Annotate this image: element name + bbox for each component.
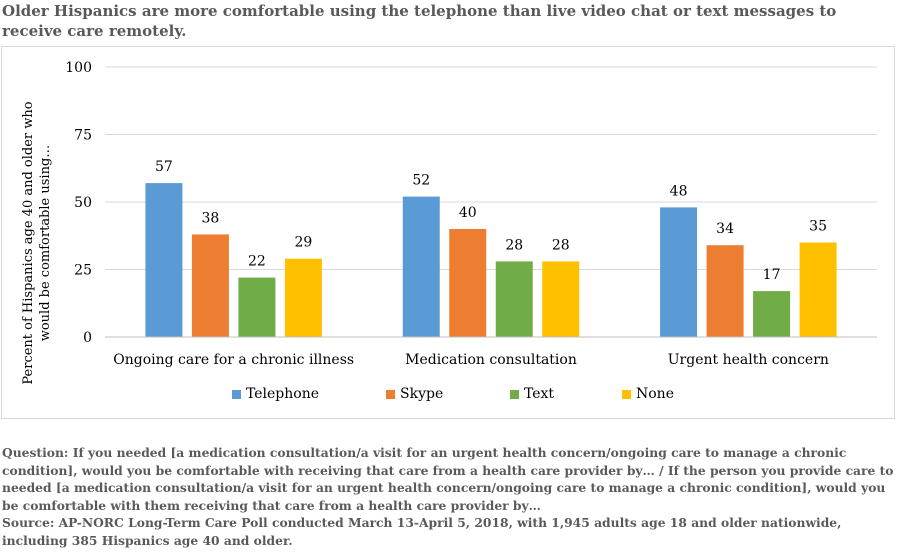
- legend-swatch: [510, 389, 519, 399]
- bar-skype: [191, 234, 229, 337]
- legend-label: None: [636, 386, 674, 402]
- bar-telephone: [402, 196, 440, 337]
- data-label: 22: [248, 254, 266, 270]
- bar-telephone: [145, 183, 183, 337]
- data-label: 52: [412, 173, 430, 189]
- bar-skype: [449, 229, 487, 337]
- y-tick-label: 50: [74, 195, 92, 211]
- bar-skype: [706, 245, 744, 337]
- data-label: 57: [155, 159, 173, 175]
- bar-none: [542, 261, 580, 337]
- data-label: 35: [809, 219, 827, 235]
- data-label: 34: [716, 221, 734, 237]
- y-axis-label-area: Percent of Hispanics age 40 and older wh…: [2, 93, 72, 393]
- legend-label: Telephone: [246, 386, 320, 402]
- chart-panel: 0 25 50 75 100 57 38 22 29 Ongoing care for a chr…: [1, 46, 895, 419]
- chart-legend: Telephone Skype Text None: [0, 386, 898, 406]
- data-label: 28: [552, 237, 570, 253]
- x-category-label: Ongoing care for a chronic illness: [113, 352, 354, 368]
- data-label: 38: [202, 210, 220, 226]
- data-label: 28: [505, 237, 523, 253]
- legend-item-none: None: [622, 386, 674, 402]
- bar-none: [799, 242, 837, 337]
- legend-swatch: [232, 389, 241, 399]
- x-category-label: Urgent health concern: [668, 352, 829, 368]
- bar-none: [284, 258, 322, 337]
- y-tick-label: 0: [83, 330, 92, 346]
- bar-text: [238, 277, 276, 337]
- legend-item-text: Text: [510, 386, 554, 402]
- y-tick-label: 75: [74, 128, 92, 144]
- data-label: 40: [459, 205, 477, 221]
- bar-text: [753, 291, 791, 337]
- x-category-label: Medication consultation: [405, 352, 577, 368]
- bar-text: [495, 261, 533, 337]
- chart-footer: Question: If you needed [a medication co…: [2, 444, 894, 550]
- question-note: Question: If you needed [a medication co…: [2, 445, 894, 513]
- legend-swatch: [386, 389, 395, 399]
- legend-item-skype: Skype: [386, 386, 443, 402]
- bar-chart: 0 25 50 75 100 57 38 22 29 Ongoing care for a chr…: [65, 60, 877, 368]
- y-axis-label: Percent of Hispanics age 40 and older wh…: [21, 101, 53, 385]
- data-label: 29: [295, 235, 313, 251]
- y-tick-label: 100: [65, 60, 92, 76]
- bar-telephone: [660, 207, 698, 337]
- data-label: 17: [763, 267, 781, 283]
- legend-label: Skype: [400, 386, 444, 402]
- chart-title: Older Hispanics are more comfortable usi…: [2, 2, 837, 40]
- legend-label: Text: [524, 386, 555, 402]
- y-tick-label: 25: [74, 263, 92, 279]
- data-label: 48: [670, 183, 688, 199]
- legend-swatch: [622, 389, 631, 399]
- legend-item-telephone: Telephone: [232, 386, 319, 402]
- source-note: Source: AP-NORC Long-Term Care Poll cond…: [2, 515, 842, 548]
